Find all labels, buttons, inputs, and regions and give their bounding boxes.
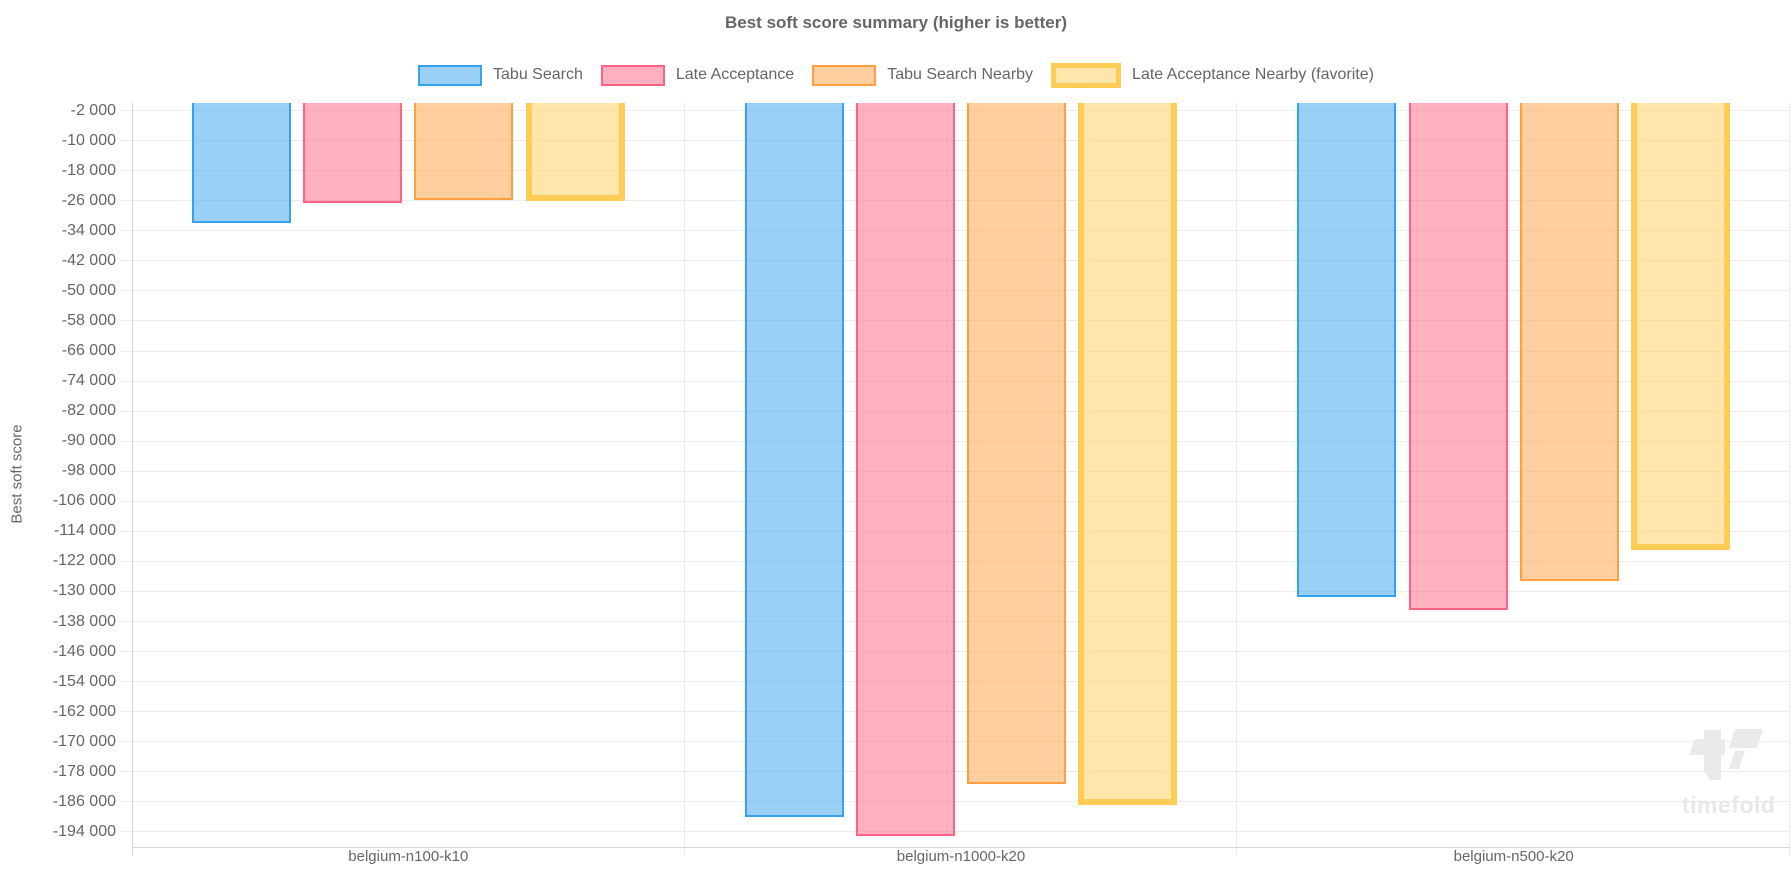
bar-tabu-search[interactable] [744,103,844,817]
legend-color-box [418,64,483,86]
legend-item[interactable]: Late Acceptance Nearby (favorite) [1051,62,1374,88]
bar-late-acceptance-nearby-favorite[interactable] [1631,103,1731,551]
y-gridline [121,651,1790,653]
bar-tabu-search-nearby[interactable] [967,103,1067,785]
y-gridline [121,621,1790,623]
y-tick-label: -114 000 [54,522,116,540]
timefold-watermark: timefold [1682,722,1776,819]
bar-late-acceptance-nearby-favorite[interactable] [525,103,625,202]
x-category-label: belgium-n100-k10 [348,848,469,865]
y-gridline [121,681,1790,683]
legend-color-box [600,64,665,86]
y-gridline [121,110,1790,111]
y-gridline [121,560,1790,562]
x-gridline [1236,103,1237,855]
y-tick-label: -98 000 [61,462,116,480]
y-tick-label: -82 000 [61,402,116,420]
y-gridline [121,410,1790,412]
legend-item[interactable]: Tabu Search Nearby [812,64,1034,86]
legend-label: Late Acceptance Nearby (favorite) [1132,66,1374,83]
y-tick-label: -58 000 [61,311,116,329]
y-tick-label: -130 000 [52,582,116,600]
y-tick-label: -34 000 [61,221,116,239]
y-tick-label: -138 000 [52,612,116,630]
y-gridline [121,711,1790,713]
y-gridline [121,170,1790,172]
y-tick-label: -18 000 [61,161,116,179]
legend-label: Tabu Search Nearby [887,66,1034,83]
y-gridline [121,380,1790,382]
y-gridline [121,320,1790,322]
y-gridline [121,530,1790,532]
y-gridline [121,290,1790,292]
y-tick-label: -122 000 [52,552,116,570]
bar-late-acceptance[interactable] [855,103,955,836]
y-tick-label: -146 000 [52,642,116,660]
y-gridline [121,440,1790,442]
y-gridline [121,140,1790,142]
x-category-label: belgium-n1000-k20 [896,848,1026,865]
y-gridline [121,500,1790,502]
legend-label: Tabu Search [493,66,583,83]
legend-label: Late Acceptance [675,66,795,83]
y-tick-label: -194 000 [52,822,116,840]
x-category-label: belgium-n500-k20 [1453,848,1574,865]
x-gridline [1789,103,1790,855]
y-gridline [121,230,1790,232]
y-tick-label: -42 000 [61,251,116,269]
legend-color-box [1051,62,1122,88]
y-tick-label: -170 000 [52,732,116,750]
y-gridline [121,741,1790,743]
y-tick-label: -66 000 [61,342,116,359]
legend-color-box [812,64,877,86]
y-axis-line [132,103,133,855]
y-tick-label: -26 000 [61,191,116,209]
y-tick-label: -50 000 [61,281,116,299]
legend: Tabu Search Late Acceptance Tabu Search Ne… [0,62,1792,88]
y-gridline [121,771,1790,773]
y-gridline [121,470,1790,472]
bar-tabu-search-nearby[interactable] [414,103,514,201]
y-tick-label: -178 000 [52,762,116,780]
x-gridline [684,103,685,855]
y-gridline [121,801,1790,803]
bar-late-acceptance[interactable] [1408,103,1508,611]
y-gridline [121,350,1790,352]
chart-title: Best soft score summary (higher is bette… [725,13,1067,32]
y-tick-label: -10 000 [61,131,116,149]
legend-item[interactable]: Late Acceptance [600,64,795,86]
y-gridline [121,831,1790,833]
timefold-logo-text: timefold [1682,792,1776,818]
timefold-logo-icon [1689,729,1763,780]
y-gridline [121,590,1790,592]
y-tick-label: -106 000 [52,492,116,510]
y-tick-label: -90 000 [61,432,116,450]
y-gridline [121,260,1790,262]
x-axis-line [132,847,1790,848]
y-tick-label: -154 000 [52,672,116,690]
y-tick-label: -74 000 [61,372,116,390]
bar-late-acceptance-nearby-favorite[interactable] [1078,103,1178,805]
y-gridline [121,200,1790,202]
y-tick-label: -2 000 [70,101,116,119]
bar-tabu-search[interactable] [191,103,291,223]
plot-area [121,103,1790,855]
bar-tabu-search[interactable] [1297,103,1397,598]
y-tick-label: -186 000 [52,792,116,810]
bar-tabu-search-nearby[interactable] [1519,103,1619,581]
legend-item[interactable]: Tabu Search [418,64,583,86]
bar-late-acceptance[interactable] [303,103,403,204]
y-tick-label: -162 000 [52,702,116,720]
